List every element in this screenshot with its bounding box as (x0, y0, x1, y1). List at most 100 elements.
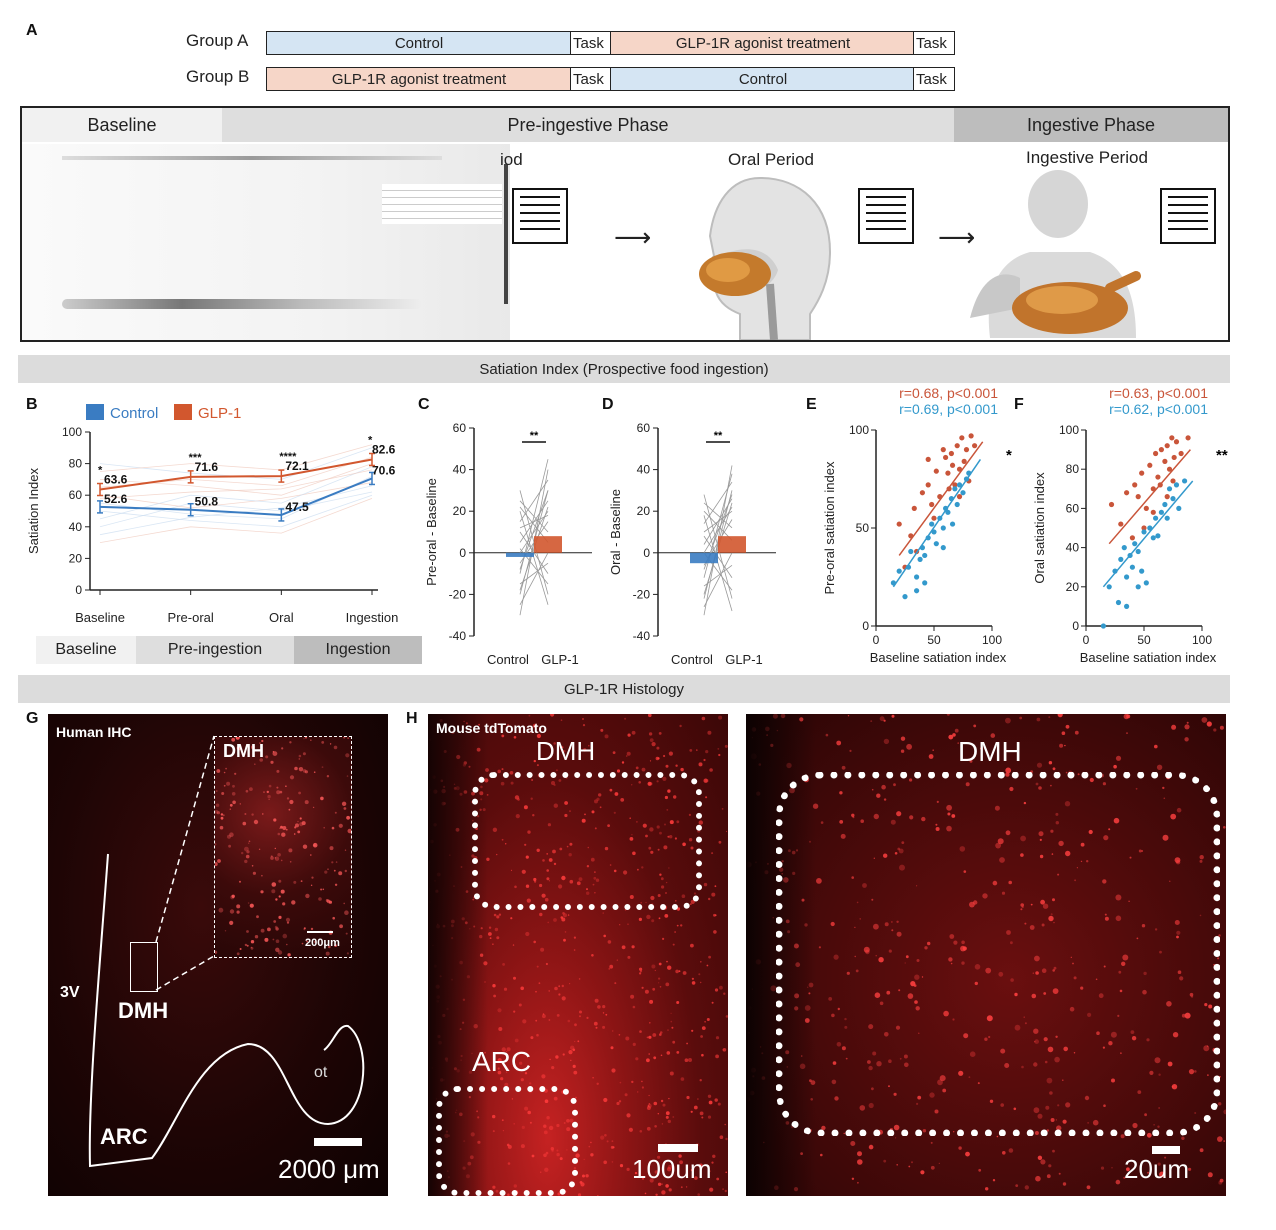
speckle (609, 788, 613, 792)
speckle (899, 1057, 902, 1060)
speckle (520, 986, 524, 991)
speckle (578, 978, 581, 980)
speckle (631, 730, 636, 735)
speckle (492, 1130, 495, 1133)
speckle (661, 1183, 663, 1185)
speckle (1023, 801, 1027, 805)
speckle (272, 938, 275, 941)
speckle (593, 876, 597, 880)
speckle (657, 894, 661, 897)
paired-line (519, 552, 549, 605)
human-ihc-title: Human IHC (56, 724, 132, 740)
speckle (273, 818, 277, 822)
speckle (644, 1192, 647, 1195)
speckle (301, 942, 304, 945)
speckle (1166, 1001, 1172, 1007)
group-a-task2: Task (913, 31, 955, 55)
speckle (492, 984, 496, 988)
speckle (1207, 1074, 1209, 1076)
speckle (602, 1012, 605, 1014)
speckle (1037, 1155, 1043, 1160)
speckle (666, 1167, 672, 1172)
speckle (260, 928, 265, 933)
speckle (705, 796, 708, 799)
speckle (1084, 1095, 1090, 1101)
speckle (488, 932, 492, 936)
scatter-point (1153, 515, 1159, 521)
speckle (947, 812, 951, 816)
speckle (289, 741, 292, 744)
speckle (715, 1054, 719, 1059)
speckle (708, 955, 711, 959)
speckle (825, 733, 829, 737)
speckle (264, 937, 269, 942)
speckle (566, 845, 569, 848)
speckle (1158, 1107, 1160, 1109)
speckle (510, 917, 513, 920)
speckle (1010, 941, 1013, 945)
speckle (891, 714, 895, 718)
speckle (1061, 731, 1066, 735)
speckle (591, 810, 595, 814)
speckle (659, 1031, 663, 1034)
speckle (894, 852, 898, 855)
bar-control (690, 552, 718, 564)
speckle (690, 943, 694, 948)
speckle (718, 715, 723, 720)
speckle (338, 871, 343, 876)
speckle (661, 1168, 665, 1171)
speckle (265, 755, 269, 759)
speckle (903, 1054, 908, 1059)
speckle (839, 820, 844, 824)
speckle (682, 842, 686, 847)
speckle (648, 1035, 652, 1039)
speckle (663, 754, 666, 758)
speckle (1108, 1041, 1113, 1046)
speckle (724, 744, 728, 748)
speckle (503, 987, 508, 991)
smear-lines (382, 184, 502, 224)
speckle (1064, 801, 1071, 807)
speckle (928, 754, 934, 759)
speckle (232, 784, 235, 788)
speckle (1179, 976, 1184, 981)
speckle (295, 823, 299, 828)
speckle (333, 869, 336, 872)
speckle (578, 877, 583, 881)
speckle (285, 785, 287, 787)
speckle (558, 884, 563, 889)
speckle (525, 855, 529, 859)
speckle (281, 832, 286, 837)
speckle (660, 1099, 664, 1103)
scatter-point (1129, 535, 1135, 541)
speckle (599, 806, 602, 809)
speckle (668, 1097, 670, 1100)
speckle (610, 1145, 614, 1149)
speckle (1167, 1061, 1173, 1067)
speckle (836, 1042, 842, 1047)
oral-period-label: Oral Period (728, 150, 814, 169)
scatter-point (1150, 509, 1156, 515)
speckle (229, 832, 234, 837)
scatter-x-axis-label: Baseline satiation index (1080, 650, 1217, 665)
speckle (524, 1106, 529, 1111)
speckle (289, 861, 292, 863)
speckle (1110, 1031, 1117, 1038)
scale-label-left: 100um (632, 1154, 712, 1184)
speckle (648, 714, 652, 718)
speckle (697, 1193, 700, 1196)
speckle (871, 898, 874, 901)
speckle (1053, 921, 1055, 924)
speckle (216, 811, 220, 815)
speckle (561, 917, 566, 922)
speckle (665, 982, 670, 987)
speckle (220, 816, 224, 820)
speckle (1162, 834, 1169, 841)
speckle (258, 848, 261, 850)
dmh-region-box (130, 942, 158, 992)
speckle (831, 1013, 835, 1018)
scatter-point (1173, 439, 1180, 445)
speckle (690, 846, 694, 850)
speckle (505, 1071, 508, 1073)
speckle (561, 875, 566, 881)
